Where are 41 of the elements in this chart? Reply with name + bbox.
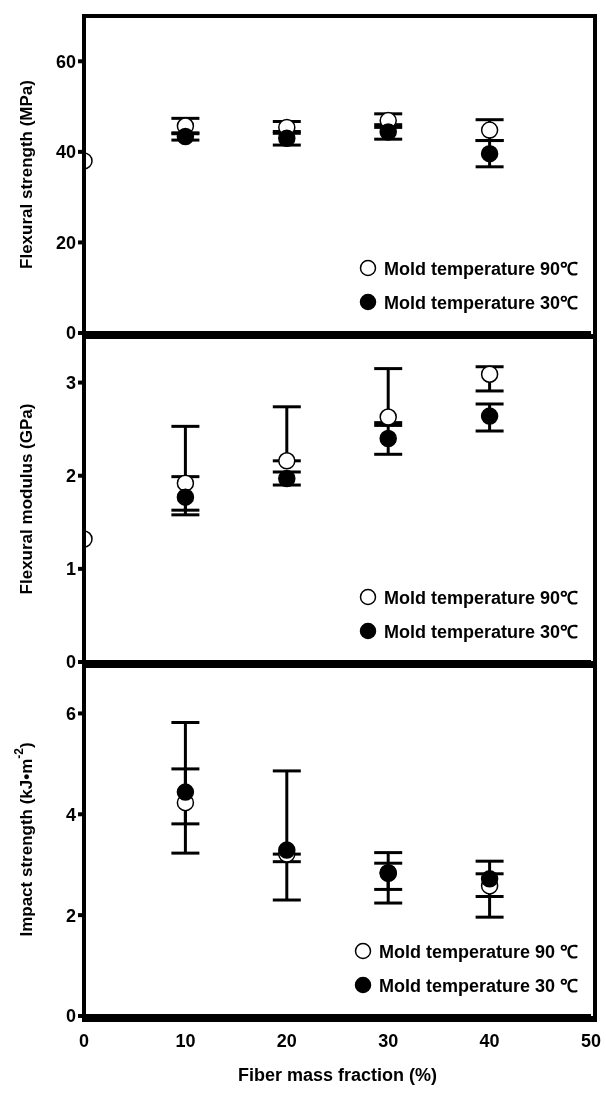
point	[278, 129, 296, 148]
y-tick-label: 0	[65, 1006, 76, 1027]
point	[176, 127, 195, 146]
y-tick-label: 2	[65, 466, 76, 487]
y-axis-title: Flexural strength (MPa)	[16, 80, 36, 269]
y-axis-title: Flexural modulus (GPa)	[16, 403, 36, 595]
x-tick-label: 30	[378, 1030, 399, 1051]
y-tick-label: 6	[65, 703, 76, 724]
legend-label: Mold temperature 30 ℃	[378, 975, 578, 997]
legend-label: Mold temperature 30℃	[383, 292, 578, 314]
point	[379, 408, 397, 426]
point	[278, 469, 296, 488]
y-tick-label: 20	[55, 232, 76, 253]
point	[379, 123, 397, 141]
point	[480, 144, 499, 163]
x-axis-title: Fiber mass fraction (%)	[237, 1064, 438, 1085]
legend-label: Mold temperature 90 ℃	[378, 941, 578, 963]
point	[278, 841, 296, 859]
y-tick-label: 0	[65, 323, 76, 344]
point	[278, 452, 296, 470]
point	[176, 783, 195, 801]
point	[176, 488, 195, 506]
y-tick-label: 1	[65, 559, 76, 580]
x-tick-label: 40	[479, 1030, 500, 1051]
legend-label: Mold temperature 90℃	[383, 587, 578, 609]
y-tick-label: 3	[65, 372, 76, 393]
point	[480, 407, 499, 425]
legend-label: Mold temperature 30℃	[383, 621, 578, 643]
y-tick-label: 60	[55, 51, 76, 72]
y-tick-label: 40	[55, 142, 76, 163]
x-tick-label: 20	[276, 1030, 297, 1051]
y-tick-label: 0	[65, 652, 76, 673]
point	[480, 365, 499, 383]
point	[379, 429, 397, 448]
y-tick-label: 4	[65, 804, 76, 825]
x-tick-label: 10	[175, 1030, 196, 1051]
x-tick-label: 50	[580, 1030, 602, 1051]
point	[480, 870, 499, 888]
x-tick-label: 0	[78, 1030, 90, 1051]
legend-label: Mold temperature 90℃	[383, 258, 578, 280]
y-tick-label: 2	[65, 905, 76, 926]
